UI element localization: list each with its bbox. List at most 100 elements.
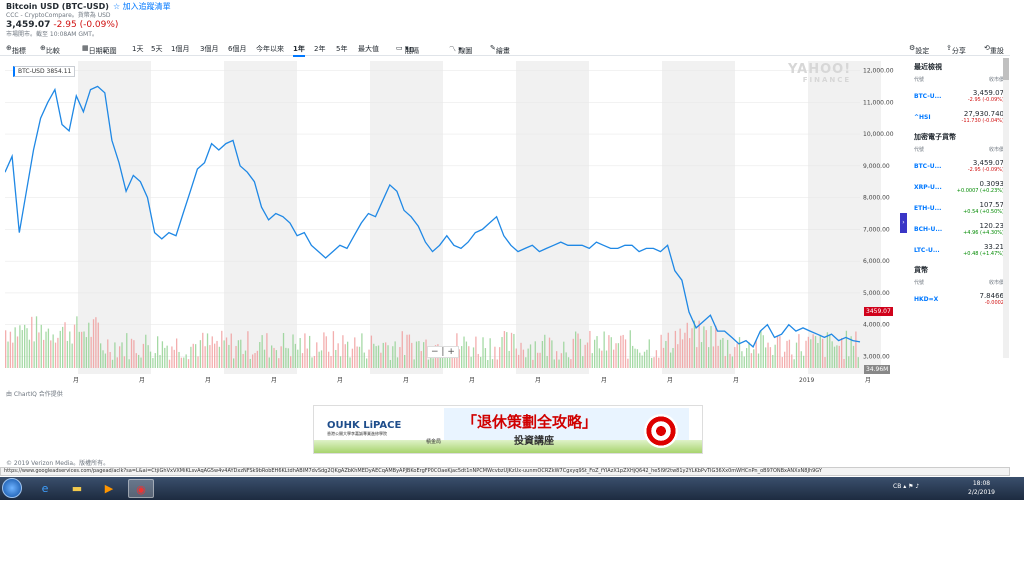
quote-symbol[interactable]: ETH-U... xyxy=(914,205,942,212)
volume-bar xyxy=(655,350,658,368)
volume-bar xyxy=(411,342,413,368)
sidebar-scrollbar[interactable] xyxy=(1003,58,1009,358)
volume-bar xyxy=(803,355,805,368)
volume-bar xyxy=(128,359,130,368)
volume-bar xyxy=(722,338,724,368)
quote-row[interactable]: ETH-U... 107.57 +0.54 (+0.50%) xyxy=(909,198,1009,219)
folder-icon[interactable]: ▬ xyxy=(71,482,83,495)
volume-bar xyxy=(653,357,655,368)
media-player-icon[interactable]: ▶ xyxy=(104,482,114,495)
range-1m[interactable]: 1個月 xyxy=(171,45,190,53)
volume-bar xyxy=(164,347,166,368)
quote-price: 0.3093 xyxy=(979,179,1005,188)
quote-symbol[interactable]: LTC-U... xyxy=(914,247,940,254)
volume-bar xyxy=(712,346,715,368)
x-tick-label: 月 xyxy=(205,377,211,384)
indicators-button[interactable]: ⊕ 指標 xyxy=(6,44,26,55)
volume-bar xyxy=(206,333,209,368)
volume-bar xyxy=(261,335,263,368)
ie-icon[interactable]: e xyxy=(41,482,49,495)
volume-bar xyxy=(273,347,275,368)
x-tick-label: 月 xyxy=(733,377,739,384)
volume-bar xyxy=(161,341,164,368)
chrome-icon[interactable]: ◉ xyxy=(128,479,154,498)
quote-symbol[interactable]: BTC-U... xyxy=(914,163,942,170)
taskbar-clock[interactable]: 18:08 2/2/2019 xyxy=(968,480,995,496)
quote-symbol[interactable]: ^HSI xyxy=(914,114,931,121)
compare-button[interactable]: ⊕ 比較 xyxy=(40,44,60,55)
volume-bar xyxy=(731,356,734,368)
volume-bar xyxy=(330,356,332,368)
zoom-in-button[interactable]: + xyxy=(447,347,455,357)
volume-bar xyxy=(501,337,503,368)
volume-bar xyxy=(233,358,235,368)
volume-bar xyxy=(356,346,358,368)
volume-bar xyxy=(351,348,354,368)
volume-bar xyxy=(420,351,422,368)
range-2y[interactable]: 2年 xyxy=(314,45,326,53)
interval-button[interactable]: ▭ 間隔 1D ▾ xyxy=(396,44,419,55)
expand-sidebar-button[interactable]: › xyxy=(900,213,907,233)
chart-type-button[interactable]: 〽 線圖 ▾ xyxy=(449,45,473,55)
draw-button[interactable]: ✎ 繪畫 xyxy=(490,44,510,55)
volume-bar xyxy=(734,347,736,368)
volume-bar xyxy=(216,340,218,368)
quote-price: 107.57 xyxy=(979,200,1005,209)
quote-change: -2.95 (-0.09%) xyxy=(53,20,119,30)
range-ytd[interactable]: 今年以來 xyxy=(256,45,284,53)
advertisement-banner[interactable]: OUHK LiPACE 香港公開大學李嘉誠專業進修學院 積金局 「退休策劃全攻略」… xyxy=(313,405,703,454)
start-button[interactable] xyxy=(2,478,22,498)
range-5d[interactable]: 5天 xyxy=(151,45,163,53)
volume-bar xyxy=(392,346,394,368)
volume-bar xyxy=(622,334,624,368)
share-button[interactable]: ⇪ 分享 xyxy=(946,44,966,55)
volume-bar xyxy=(47,328,50,368)
quote-row[interactable]: HKD=X 7.8466 -0.0002 xyxy=(909,289,1009,310)
volume-bar xyxy=(743,356,745,368)
range-1y[interactable]: 1年 xyxy=(293,44,305,57)
volume-bar xyxy=(620,335,622,368)
volume-bar xyxy=(40,324,42,368)
volume-bar xyxy=(696,347,698,368)
quote-row[interactable]: BTC-U... 3,459.07 -2.95 (-0.09%) xyxy=(909,86,1009,107)
volume-bar xyxy=(339,356,342,368)
volume-bar xyxy=(66,340,69,368)
volume-bar xyxy=(805,340,807,368)
quote-symbol[interactable]: BTC-U... xyxy=(914,93,942,100)
reset-button[interactable]: ⟲ 重設 xyxy=(984,44,1004,55)
volume-bar xyxy=(563,341,565,368)
range-6m[interactable]: 6個月 xyxy=(228,45,247,53)
quote-row[interactable]: XRP-U... 0.3093 +0.0007 (+0.23%) xyxy=(909,177,1009,198)
system-tray[interactable]: CB ▴ ⚑ ♪ xyxy=(893,483,920,490)
taskbar: e ▬ ▶ ◉ CB ▴ ⚑ ♪ 18:08 2/2/2019 xyxy=(0,477,1024,500)
volume-bar xyxy=(662,347,665,368)
add-watchlist-link[interactable]: ☆ 加入追蹤清單 xyxy=(112,2,171,11)
volume-bar xyxy=(297,349,299,368)
quote-row[interactable]: ^HSI 27,930.740 -11.730 (-0.04%) xyxy=(909,107,1009,128)
volume-bar xyxy=(408,334,411,368)
volume-bar xyxy=(147,345,149,368)
price-chart[interactable]: 12,000.00 11,000.00 10,000.00 9,000.00 8,000… xyxy=(5,61,898,384)
volume-bar xyxy=(532,359,534,368)
range-5y[interactable]: 5年 xyxy=(336,45,348,53)
volume-bar xyxy=(195,344,197,368)
quote-symbol[interactable]: HKD=X xyxy=(914,296,939,303)
quote-symbol[interactable]: BCH-U... xyxy=(914,226,943,233)
range-3m[interactable]: 3個月 xyxy=(200,45,219,53)
date-range-button[interactable]: ▦ 日期範圍 xyxy=(82,44,117,55)
quote-symbol[interactable]: XRP-U... xyxy=(914,184,942,191)
range-max[interactable]: 最大值 xyxy=(358,45,379,53)
volume-bar xyxy=(335,349,337,368)
quote-row[interactable]: BTC-U... 3,459.07 -2.95 (-0.09%) xyxy=(909,156,1009,177)
settings-button[interactable]: ⚙ 設定 xyxy=(909,44,930,55)
volume-bar xyxy=(814,336,817,368)
quote-row[interactable]: BCH-U... 120.23 +4.96 (+4.30%) xyxy=(909,219,1009,240)
volume-bar xyxy=(349,357,351,368)
volume-bar xyxy=(19,325,21,368)
volume-bar xyxy=(681,339,684,368)
zoom-control[interactable]: − | + xyxy=(427,346,459,358)
range-1d[interactable]: 1天 xyxy=(132,45,144,53)
volume-bar xyxy=(577,333,579,368)
quote-row[interactable]: LTC-U... 33.21 +0.48 (+1.47%) xyxy=(909,240,1009,261)
zoom-out-button[interactable]: − xyxy=(431,347,439,357)
